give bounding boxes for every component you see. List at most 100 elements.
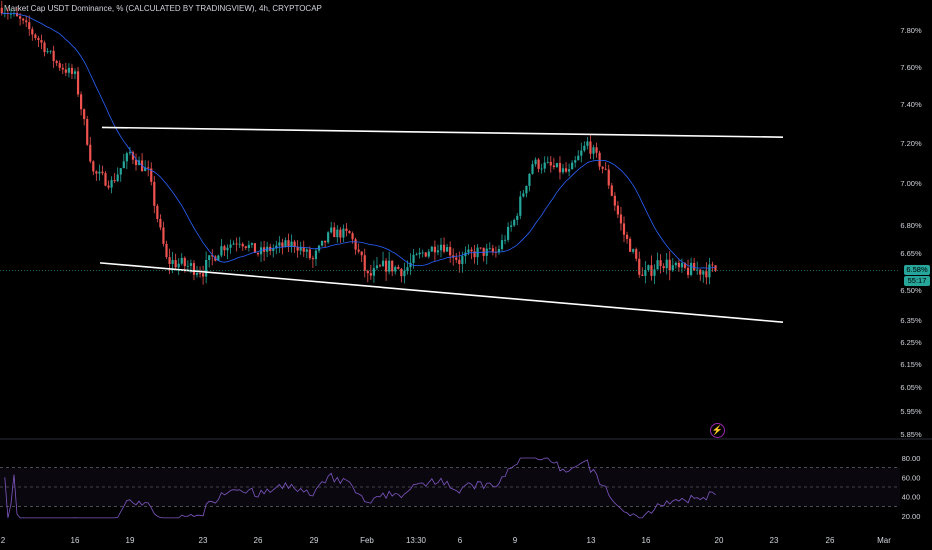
candle-body [549,161,552,166]
candle-body [180,257,183,264]
candle-body [513,219,516,226]
price-tick-label: 6.50% [900,286,922,295]
candle-body [552,165,555,168]
candle-body [546,161,549,163]
candle-body [442,244,446,252]
candle-body [116,174,119,182]
candle-body [241,243,244,247]
candle-body [49,50,52,52]
bolt-icon[interactable]: ⚡ [710,423,725,438]
time-tick-label: 16 [642,536,651,545]
candle-body [52,50,55,62]
rsi-tick-label: 20.00 [902,512,921,521]
candle-body [363,255,366,271]
candle-body [586,141,589,146]
candle-body [693,262,696,271]
price-tick-label: 6.15% [900,360,922,369]
candle-body [275,245,278,249]
candle-body [9,13,13,15]
candle-body [635,249,638,259]
time-axis[interactable]: 2 16 19 23 26 29 Feb 13:30 6 9 13 16 20 23 26 Mar [1,536,891,545]
candle-body [61,67,64,70]
price-tick-label: 5.95% [900,407,922,416]
candle-body [455,257,458,260]
candle-body [256,252,260,255]
candle-body [662,266,665,269]
rsi-line [4,457,716,519]
candle-body [616,205,619,215]
candle-body [583,145,586,151]
candle-body [235,243,238,245]
price-tick-label: 7.00% [900,179,922,188]
candle-body [351,233,354,240]
candle-body [229,244,232,248]
candle-body [641,274,644,276]
candle-body [40,40,43,43]
candle-body [598,152,601,167]
candle-body [412,254,415,263]
time-tick-label: 19 [126,536,135,545]
candle-body [711,264,714,266]
trendlines[interactable] [99,126,784,323]
candle-body [195,273,199,275]
price-tick-label: 7.20% [900,139,922,148]
candle-body [22,18,25,21]
candle-body [302,247,305,252]
candle-body [205,260,208,277]
candle-body [0,7,3,14]
candle-body [192,263,196,275]
moving-average-line [1,12,716,269]
candle-body [613,195,616,206]
candle-body [208,255,211,261]
candle-body [415,254,418,256]
time-tick-label: 2 [1,536,6,545]
rsi-pane: 80.00 60.00 40.00 20.00 [0,454,920,521]
candle-body [15,12,19,17]
candle-body [183,257,186,267]
candle-body [555,163,558,168]
candle-body [482,247,485,256]
candle-body [284,240,287,247]
candle-body [696,269,699,271]
candle-body [500,240,504,250]
price-tick-label: 6.25% [900,338,922,347]
candle-body [674,262,677,266]
candle-body [656,260,659,270]
candle-body [186,265,189,267]
price-axis[interactable]: 7.80% 7.60% 7.40% 7.20% 7.00% 6.80% 6.65% 6.50%… [0,26,932,440]
chart-title: Market Cap USDT Dominance, % (CALCULATED… [4,4,322,13]
candle-body [369,273,372,276]
candle-body [290,241,293,247]
candle-body [244,246,247,248]
candle-body [564,168,568,172]
candle-body [705,271,708,278]
candle-body [394,266,397,272]
rsi-tick-label: 80.00 [902,454,921,463]
candle-body [89,144,92,162]
candle-body [601,166,604,169]
rsi-tick-label: 40.00 [902,493,921,502]
candle-body [339,229,342,238]
candle-body [525,185,528,194]
candle-body [202,273,205,277]
candle-body [574,160,577,163]
candle-body [128,152,131,154]
candle-body [46,51,49,53]
candle-body [671,265,674,271]
candle-body [625,234,629,239]
candle-body [589,141,592,154]
candle-body [153,181,156,206]
candle-body [293,241,296,247]
candle-body [427,251,430,257]
bar-countdown: 55:17 [904,276,930,286]
candle-body [174,260,177,268]
candle-body [571,162,574,170]
candle-series [0,0,717,285]
candle-body [37,38,40,41]
candle-body [409,262,412,268]
candle-body [686,267,690,275]
candle-body [104,173,107,186]
candle-body [522,193,525,197]
candle-body [76,71,80,95]
